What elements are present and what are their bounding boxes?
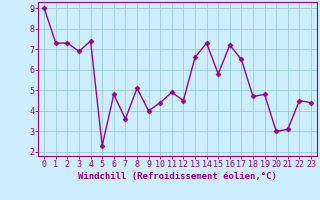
X-axis label: Windchill (Refroidissement éolien,°C): Windchill (Refroidissement éolien,°C): [78, 172, 277, 181]
